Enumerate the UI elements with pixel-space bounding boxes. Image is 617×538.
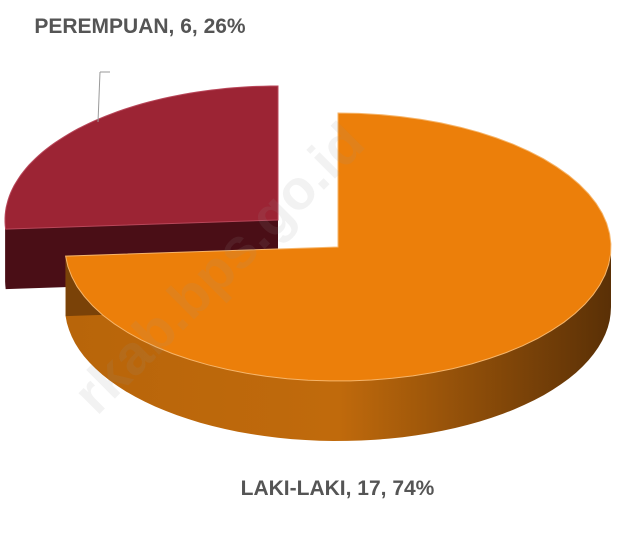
slice-side <box>5 220 6 290</box>
leader-line <box>97 71 101 123</box>
data-label: PEREMPUAN, 6, 26% <box>34 15 246 38</box>
slice-side <box>65 247 612 441</box>
slice <box>4 85 279 230</box>
slices <box>4 85 612 441</box>
slice <box>64 112 612 382</box>
data-label: LAKI-LAKI, 17, 74% <box>240 477 435 500</box>
